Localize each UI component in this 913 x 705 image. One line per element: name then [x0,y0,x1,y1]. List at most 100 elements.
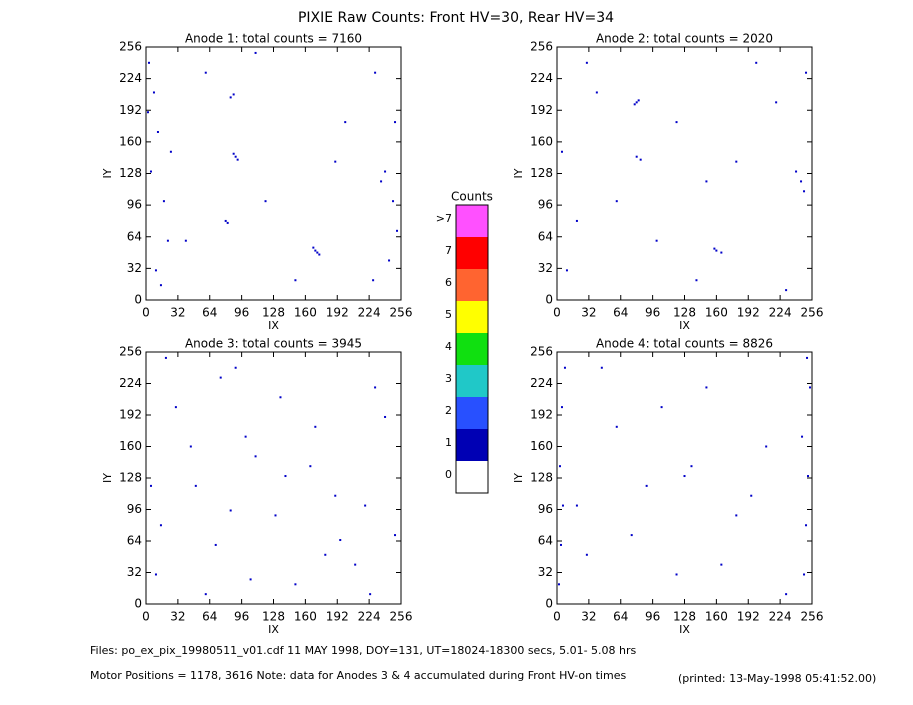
count-dot [705,386,708,389]
count-dot [184,239,187,242]
count-dot [174,406,177,409]
count-dot [364,504,367,507]
colorbar-label: 6 [445,276,452,289]
count-dot [147,61,150,64]
x-axis-label: IX [268,319,279,332]
x-tick-label: 224 [769,306,792,320]
count-dot [735,160,738,163]
y-tick-label: 0 [134,597,142,611]
y-tick-label: 224 [119,376,142,390]
count-dot [561,504,564,507]
colorbar-frame [455,204,489,494]
x-tick-label: 96 [645,610,660,624]
count-dot [369,593,372,596]
y-tick-label: 96 [538,198,553,212]
y-axis-label: IY [512,168,525,178]
count-dot [149,170,152,173]
x-tick-label: 128 [673,306,696,320]
count-dot [166,239,169,242]
count-dot [229,509,232,512]
count-dot [294,279,297,282]
count-dot [339,539,342,542]
x-tick-label: 192 [326,306,349,320]
count-dot [735,514,738,517]
count-dot [229,96,232,99]
count-dot [318,253,321,256]
count-dot [795,170,798,173]
count-dot [384,170,387,173]
count-dot [585,61,588,64]
count-dot [600,366,603,369]
x-tick-label: 160 [705,610,728,624]
y-tick-label: 192 [119,408,142,422]
x-tick-label: 32 [170,306,185,320]
count-dot [683,475,686,478]
count-dot [809,386,812,389]
count-dot [314,425,317,428]
count-dot [374,71,377,74]
count-dot [254,455,257,458]
color-cell [456,333,488,365]
x-tick-label: 192 [737,306,760,320]
y-tick-label: 64 [127,534,142,548]
count-dot [563,366,566,369]
y-axis-label: IY [101,473,114,483]
y-tick-label: 96 [127,502,142,516]
count-dot [264,200,267,203]
color-cell [456,365,488,397]
colorbar-label: >7 [436,212,452,225]
x-tick-label: 160 [294,306,317,320]
count-dot [715,249,718,252]
count-dot [384,415,387,418]
count-dot [558,465,561,468]
count-dot [720,251,723,254]
color-cell [456,237,488,269]
count-dot [254,51,257,54]
colorbar-label: 5 [445,308,452,321]
count-dot [236,158,239,161]
y-axis-label: IY [512,473,525,483]
colorbar-label: 4 [445,340,452,353]
count-dot [705,180,708,183]
y-axis-label: IY [101,168,114,178]
count-dot [309,465,312,468]
x-tick-label: 96 [645,306,660,320]
color-cell [456,205,488,237]
x-tick-label: 256 [801,610,824,624]
count-dot [274,514,277,517]
count-dot [785,289,788,292]
y-tick-label: 256 [119,40,142,54]
count-dot [372,279,375,282]
count-dot [316,251,319,254]
count-dot [595,91,598,94]
count-dot [249,578,252,581]
count-dot [334,494,337,497]
colorbar-title: Counts [451,190,493,204]
count-dot [639,158,642,161]
x-tick-label: 96 [234,306,249,320]
x-tick-label: 128 [262,610,285,624]
panel-title: Anode 4: total counts = 8826 [596,337,773,351]
count-dot [560,150,563,153]
count-dot [675,573,678,576]
count-dot [232,93,235,96]
x-tick-label: 128 [262,306,285,320]
y-tick-label: 0 [545,597,553,611]
count-dot [159,284,162,287]
y-tick-label: 64 [538,229,553,243]
count-dot [575,504,578,507]
y-tick-label: 128 [530,166,553,180]
x-axis-label: IX [268,623,279,636]
count-dot [162,200,165,203]
count-dot [294,583,297,586]
count-dot [615,425,618,428]
colorbar-label: 2 [445,404,452,417]
x-tick-label: 32 [170,610,185,624]
count-dot [394,534,397,537]
plot-frame [145,46,402,301]
x-tick-label: 160 [294,610,317,624]
count-dot [219,376,222,379]
count-dot [334,160,337,163]
count-dot [675,121,678,124]
count-dot [204,593,207,596]
